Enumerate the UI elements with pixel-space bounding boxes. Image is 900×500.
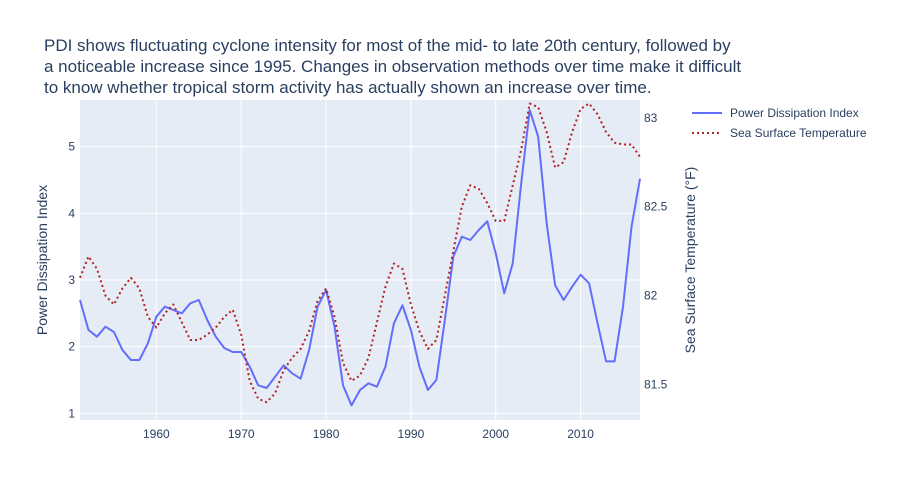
y-right-axis-ticks: 81.5 82 82.5 83 [644,111,668,392]
chart-title: PDI shows fluctuating cyclone intensity … [44,36,741,97]
legend-item-pdi[interactable]: Power Dissipation Index [692,106,859,120]
legend-label-pdi: Power Dissipation Index [730,106,859,120]
legend[interactable]: Power Dissipation Index Sea Surface Temp… [692,106,867,140]
x-tick-label: 2000 [482,427,509,441]
x-tick-label: 1970 [228,427,255,441]
x-tick-label: 1980 [313,427,340,441]
y-left-tick-label: 4 [68,206,75,220]
y-left-axis-title: Power Dissipation Index [34,185,50,335]
y-left-tick-label: 5 [68,140,75,154]
y-left-tick-label: 1 [68,406,75,420]
series-lines [79,102,641,407]
y-left-tick-label: 3 [68,273,75,287]
x-tick-label: 1990 [398,427,425,441]
y-right-tick-label: 83 [644,111,658,125]
x-axis-ticks: 1960 1970 1980 1990 2000 2010 [143,427,594,441]
y-left-tick-label: 2 [68,340,75,354]
series-line-power-dissipation-index[interactable] [79,109,641,407]
plot-background [80,100,640,420]
y-left-axis-ticks: 1 2 3 4 5 [68,140,75,421]
x-tick-label: 1960 [143,427,170,441]
y-right-tick-label: 82 [644,289,658,303]
y-right-tick-label: 81.5 [644,377,668,391]
chart-title-line-3: to know whether tropical storm activity … [44,78,652,97]
y-right-axis-title: Sea Surface Temperature (°F) [682,167,698,354]
series-line-sea-surface-temperature[interactable] [79,102,641,404]
legend-item-sst[interactable]: Sea Surface Temperature [692,126,867,140]
legend-label-sst: Sea Surface Temperature [730,126,867,140]
chart-title-line-2: a noticeable increase since 1995. Change… [44,57,741,76]
chart-title-line-1: PDI shows fluctuating cyclone intensity … [44,36,731,55]
x-tick-label: 2010 [567,427,594,441]
y-right-tick-label: 82.5 [644,200,668,214]
